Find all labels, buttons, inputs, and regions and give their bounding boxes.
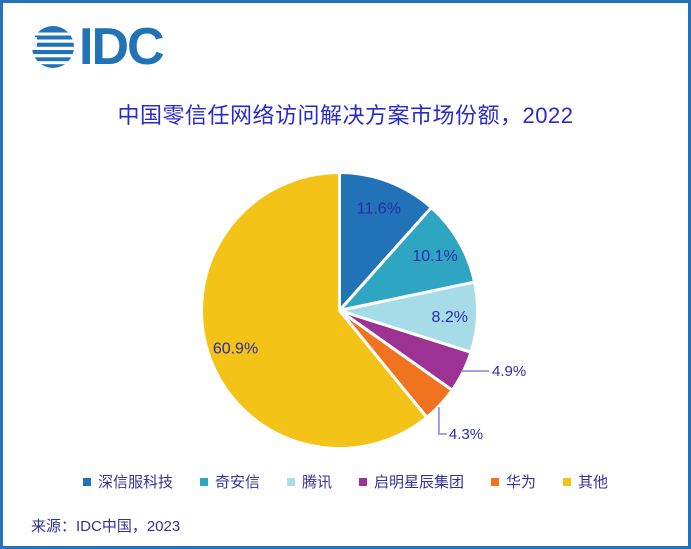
legend-label: 深信服科技 <box>97 474 173 491</box>
legend-label: 华为 <box>506 474 537 491</box>
legend-marker-icon <box>286 477 295 486</box>
pie-chart: 11.6% 10.1% 8.2% 60.9% 4.9% 4.3% <box>200 171 526 450</box>
legend-marker-icon <box>359 477 367 486</box>
legend-item-qianxin: 奇安信 <box>199 471 260 492</box>
pie-percent-label: 4.3% <box>449 426 483 443</box>
legend-marker-icon <box>199 477 208 486</box>
legend-label: 启明星辰集团 <box>374 474 465 491</box>
idc-globe-icon <box>31 26 75 68</box>
pie-percent-label: 8.2% <box>432 309 468 326</box>
legend-item-tencent: 腾讯 <box>286 471 332 492</box>
source-text: 来源：IDC中国，2023 <box>31 518 181 535</box>
leader-line <box>438 407 447 435</box>
idc-logo-text: IDC <box>79 18 165 76</box>
legend-label: 奇安信 <box>214 474 260 491</box>
pie-percent-label: 11.6% <box>357 200 401 217</box>
legend-marker-icon <box>82 477 91 486</box>
legend-item-huawei: 华为 <box>491 471 536 492</box>
legend-label: 其他 <box>578 474 609 491</box>
pie-slice-0 <box>338 171 433 312</box>
legend-marker-icon <box>563 477 572 486</box>
legend-item-others: 其他 <box>563 471 608 492</box>
legend-item-shenxinfu: 深信服科技 <box>82 471 173 492</box>
chart-legend: 深信服科技 奇安信 腾讯 启明星辰集团 华为 其他 <box>3 471 688 492</box>
idc-logo: IDC <box>31 18 165 76</box>
pie-percent-label: 60.9% <box>213 341 258 358</box>
pie-slice-5 <box>200 171 429 450</box>
legend-item-qimingxingchen: 启明星辰集团 <box>359 471 464 492</box>
legend-label: 腾讯 <box>301 474 332 491</box>
chart-title: 中国零信任网络访问解决方案市场份额，2022 <box>117 103 574 128</box>
pie-percent-label: 4.9% <box>492 363 526 380</box>
legend-marker-icon <box>491 477 500 486</box>
pie-percent-label: 10.1% <box>412 248 457 265</box>
pie-slice-1 <box>338 206 477 312</box>
